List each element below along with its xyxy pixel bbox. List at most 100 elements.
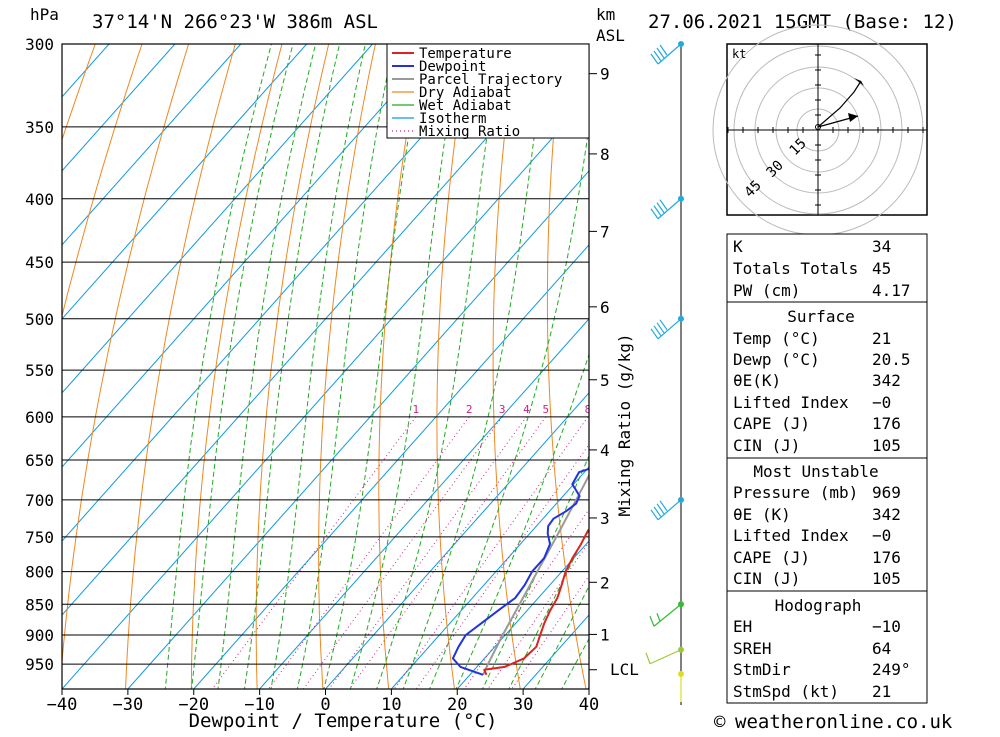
index-pw-value: 4.17 [872,281,911,300]
km-tick-label: 4 [600,441,610,460]
isotherm-line [259,318,589,689]
pressure-tick-label: 850 [25,595,54,614]
mu-pressure-label: Pressure (mb) [733,483,858,502]
chart-datetime: 27.06.2021 15GMT (Base: 12) [648,11,957,33]
dry-adiabat-line [125,44,236,689]
mixing-ratio-label: 5 [542,403,549,416]
isotherm-line [62,44,308,320]
mixing-ratio-label: 25 [692,403,705,416]
pressure-tick-label: 600 [25,408,54,427]
legend-dewpoint: Dewpoint [419,59,486,75]
parcel-trajectory-profile [482,473,589,676]
surface-title: Surface [787,307,854,326]
mixing-ratio-label: 4 [523,403,530,416]
index-tt-label: Totals Totals [733,259,858,278]
x-tick-label: 10 [381,695,401,715]
dry-adiabat-line [546,44,587,689]
isotherm-line [193,244,589,689]
km-tick-label: 1 [600,625,610,644]
x-tick-label: 20 [447,695,467,715]
km-tick-label: 3 [600,509,610,528]
wind-barb [649,603,682,627]
dry-adiabat-line [492,44,521,689]
pressure-tick-label: 950 [25,655,54,674]
surface-li-value: −0 [872,393,891,412]
index-k-value: 34 [872,237,891,256]
mu-thetae-value: 342 [872,505,901,524]
dry-adiabat-line [255,44,330,689]
isotherm-line [62,44,439,468]
dry-adiabat-line [651,44,718,689]
km-tick-label: 7 [600,222,610,241]
pressure-tick-label: 400 [25,190,54,209]
isotherm-line [127,170,589,689]
x-tick-label: 0 [320,695,330,715]
wet-adiabat-line [349,44,461,689]
hodo-eh-value: −10 [872,617,901,636]
profile-lines [451,467,589,676]
hodo-stmdir-label: StmDir [733,660,791,679]
mixing-ratio-label: 3 [499,403,506,416]
surface-cin-label: CIN (J) [733,436,800,455]
legend-wet-adiabat: Wet Adiabat [419,98,512,114]
isotherm-line [62,44,571,616]
surface-temp-label: Temp (°C) [733,329,820,348]
mixing-ratio-line [415,443,589,689]
height-asl-label: ASL [596,26,625,45]
dry-adiabat-line [936,44,1000,689]
pressure-tick-label: 700 [25,491,54,510]
surface-cin-value: 105 [872,436,901,455]
surface-cape-value: 176 [872,414,901,433]
isotherm-line [325,392,589,689]
copyright-symbol: © [714,711,726,733]
dry-adiabat-line [982,44,1000,689]
pressure-tick-label: 500 [25,310,54,329]
x-tick-label: −40 [47,695,78,715]
surface-dewp-value: 20.5 [872,350,911,369]
isotherm-line [62,44,373,394]
wet-adiabat-line [481,454,589,689]
hodograph-unit: kt [732,47,746,61]
chart-title: 37°14'N 266°23'W 386m ASL [92,11,378,33]
surface-cape-label: CAPE (J) [733,414,810,433]
pressure-tick-label: 900 [25,626,54,645]
axis-ticks: 3003504004505005506006507007508008509009… [25,35,610,715]
isotherm-line [62,44,242,246]
wind-barb [650,43,682,65]
surface-temp-value: 21 [872,329,891,348]
pressure-tick-label: 550 [25,361,54,380]
dry-adiabat-line [378,44,423,689]
pressure-tick-label: 800 [25,563,54,582]
storm-motion-arrowhead [848,113,858,122]
mixing-ratio-label: 16 [647,403,660,416]
legend-dry-adiabat: Dry Adiabat [419,85,512,101]
temperature-profile [483,528,589,676]
isotherm-line [62,96,589,689]
site-credit[interactable]: weatheronline.co.uk [735,711,953,733]
hodo-stmdir-value: 249° [872,660,911,679]
surface-dewp-label: Dewp (°C) [733,350,820,369]
dry-adiabat-line [190,44,283,689]
pressure-tick-label: 650 [25,451,54,470]
wind-barb [645,649,682,665]
km-tick-label: 6 [600,298,610,317]
isobar-lines [62,43,589,665]
mu-li-value: −0 [872,526,891,545]
mixing-ratio-label: 10 [602,403,615,416]
mixing-ratio-line [268,416,470,689]
hodo-eh-label: EH [733,617,752,636]
most-unstable-title: Most Unstable [753,462,878,481]
surface-thetae-label: θE(K) [733,371,781,390]
legend-parcel: Parcel Trajectory [419,72,562,88]
mu-li-label: Lifted Index [733,526,849,545]
dry-adiabat-line [62,44,190,668]
mixing-ratio-label: 8 [585,403,592,416]
dry-adiabat-line [62,44,143,319]
dry-adiabat-line [436,44,470,689]
isotherm-line [62,44,505,542]
height-unit-label: km [596,5,615,24]
hodo-stmspd-value: 21 [872,682,891,701]
isotherm-line [456,540,589,689]
mu-cin-label: CIN (J) [733,569,800,588]
